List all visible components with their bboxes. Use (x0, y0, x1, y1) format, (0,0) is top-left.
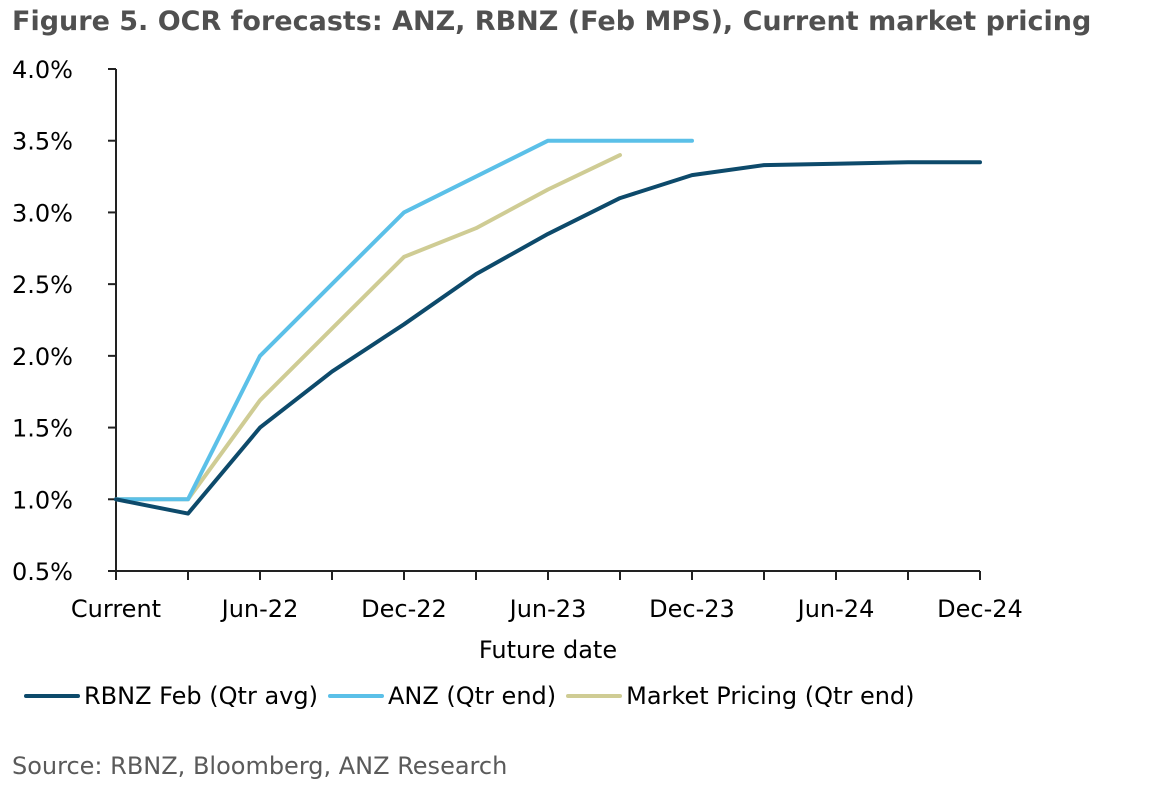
x-tick-label: Jun-24 (796, 595, 875, 623)
legend-label-market: Market Pricing (Qtr end) (626, 682, 915, 710)
y-tick-label: 3.0% (12, 199, 73, 227)
y-tick-label: 2.0% (12, 343, 73, 371)
x-tick-label: Current (71, 595, 161, 623)
y-tick-label: 0.5% (12, 558, 73, 586)
legend-swatch-rbnz (24, 694, 80, 698)
legend-label-rbnz: RBNZ Feb (Qtr avg) (84, 682, 318, 710)
legend-swatch-market (566, 694, 623, 698)
y-tick-label: 4.0% (12, 56, 73, 84)
series-layer (114, 138, 982, 516)
x-tick-label: Dec-22 (361, 595, 447, 623)
x-axis: Current Jun-22 Dec-22 Jun-23 Dec-23 Jun-24 Dec… (71, 570, 1023, 623)
series-line-market-pricing-qtr-end (114, 153, 622, 502)
source-note: Source: RBNZ, Bloomberg, ANZ Research (12, 752, 508, 780)
y-axis: 0.5% 1.0% 1.5% 2.0% 2.5% 3.0% 3.5% 4.0% (12, 56, 117, 586)
x-tick-label: Dec-23 (649, 595, 735, 623)
legend-label-anz: ANZ (Qtr end) (387, 682, 557, 710)
y-tick-label: 1.0% (12, 486, 73, 514)
y-tick-label: 2.5% (12, 271, 73, 299)
legend-swatch-anz (327, 694, 384, 698)
y-tick-label: 3.5% (12, 128, 73, 156)
y-tick-label: 1.5% (12, 415, 73, 443)
x-axis-title: Future date (479, 636, 617, 664)
x-tick-label: Jun-22 (220, 595, 299, 623)
legend-item-rbnz: RBNZ Feb (Qtr avg) (24, 682, 318, 710)
legend-item-anz: ANZ (Qtr end) (327, 682, 557, 710)
legend-item-market: Market Pricing (Qtr end) (566, 682, 915, 710)
series-line-anz-qtr-end (114, 138, 694, 502)
legend: RBNZ Feb (Qtr avg) ANZ (Qtr end) Market … (24, 682, 925, 710)
x-tick-label: Dec-24 (937, 595, 1023, 623)
series-line-rbnz-feb-qtr-avg (114, 160, 982, 516)
x-tick-label: Jun-23 (508, 595, 587, 623)
chart-title: Figure 5. OCR forecasts: ANZ, RBNZ (Feb … (12, 6, 1092, 37)
